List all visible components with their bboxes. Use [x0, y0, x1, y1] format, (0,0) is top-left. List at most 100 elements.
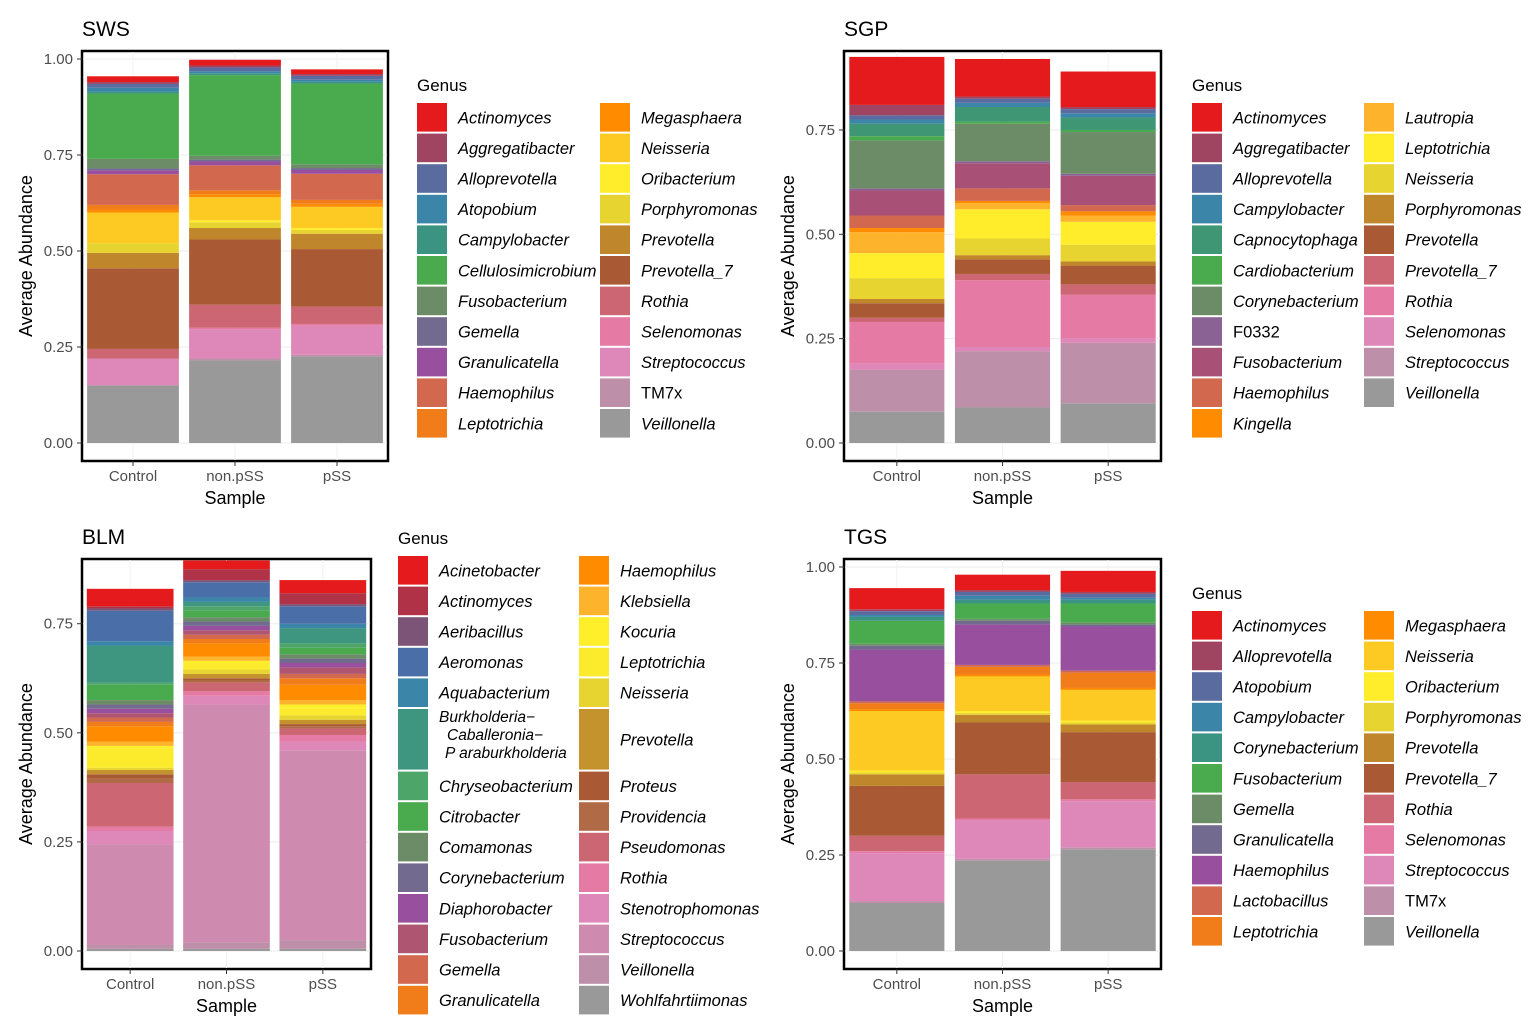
legend-label: Streptococcus — [1405, 354, 1510, 372]
legend-item: Oribacterium — [600, 164, 735, 193]
legend-swatch — [1192, 733, 1222, 762]
legend-item: Providencia — [579, 802, 706, 831]
legend-swatch — [1364, 378, 1394, 407]
legend-item: Actinomyces — [1192, 103, 1327, 132]
bar-segment-comamonas — [183, 617, 270, 622]
bar-segment-lactobacillus — [1060, 670, 1156, 673]
bar-segment-haemophilus — [1060, 205, 1156, 212]
bar-segment-atopobium — [849, 611, 945, 615]
legend-swatch — [1192, 672, 1222, 701]
legend-swatch — [1364, 317, 1394, 346]
bar-segment-pseudomonas — [86, 783, 174, 827]
legend-swatch — [1364, 855, 1394, 885]
bar-segment-rothia — [1060, 782, 1156, 800]
legend-label: Veillonella — [1405, 923, 1480, 941]
legend-swatch — [1192, 103, 1222, 132]
bar-segment-kingella — [954, 200, 1051, 203]
legend-label: Klebsiella — [620, 593, 691, 611]
bar-segment-aquabacterium — [183, 597, 270, 602]
legend-label: Providencia — [620, 809, 706, 827]
legend-swatch — [579, 586, 609, 616]
bar-segment-citrobacter — [279, 647, 367, 655]
legend-item: Granulicatella — [398, 985, 540, 1015]
bar-segment-granulicatella — [279, 678, 367, 685]
bar-segment-capnocytophaga — [1060, 117, 1156, 130]
bar-segment-cardiobacterium — [849, 136, 945, 141]
y-tick-label: 0.75 — [806, 655, 835, 672]
bar-segment-prevotella-7 — [954, 273, 1051, 281]
bar-segment-neisseria — [849, 711, 945, 771]
legend-swatch — [417, 103, 447, 132]
legend-item: Prevotella_7 — [1364, 764, 1498, 793]
legend-item: Fusobacterium — [1192, 764, 1342, 793]
legend-label: Campylobacter — [458, 232, 570, 250]
bar-segment-gemella — [291, 168, 383, 170]
x-tick-label: pSS — [1094, 976, 1122, 993]
legend-label: Megasphaera — [1405, 617, 1506, 635]
x-tick-label: pSS — [309, 976, 337, 993]
legend-item: Pseudomonas — [579, 832, 726, 862]
bar-segment-gemella — [1060, 622, 1156, 625]
y-tick-label: 1.00 — [44, 51, 73, 68]
bar-segment-alloprevotella — [291, 75, 383, 80]
legend-label: Porphyromonas — [1405, 201, 1521, 219]
legend-item: Granulicatella — [1192, 825, 1334, 854]
bar-segment-fusobacterium — [183, 630, 270, 635]
y-tick-label: 0.75 — [806, 122, 835, 139]
legend-item: Diaphorobacter — [398, 894, 553, 923]
bar-segment-prevotella — [279, 719, 367, 725]
bar-segment-diaphorobacter — [279, 663, 367, 668]
panel-title: TGS — [844, 526, 887, 549]
legend-swatch — [579, 647, 609, 677]
bar-segment-aggregatibacter — [291, 73, 383, 76]
legend-swatch — [1192, 347, 1222, 377]
bar-segment-neisseria — [954, 238, 1051, 256]
legend-label: Aeribacillus — [438, 624, 523, 642]
bar-segment-burkholderia-caballeronia-paraburkholderia — [183, 601, 270, 607]
legend-label: Veillonella — [641, 415, 716, 433]
legend-item: Streptococcus — [600, 347, 746, 377]
legend-swatch — [600, 164, 630, 193]
bar-segment-megasphaera — [954, 674, 1051, 677]
bar-segment-lautropia — [954, 203, 1051, 210]
bar-segment-atopobium — [1060, 593, 1156, 598]
bar-segment-gemella — [86, 717, 174, 722]
bar-segment-fusobacterium — [1060, 603, 1156, 623]
legend-label: Alloprevotella — [457, 171, 557, 189]
legend-item: Klebsiella — [579, 586, 691, 616]
legend-label: Streptococcus — [641, 354, 746, 372]
bar-segment-wohlfahrtiimonas — [279, 948, 367, 951]
legend-swatch — [1192, 611, 1222, 640]
y-tick-label: 0.00 — [806, 943, 835, 960]
legend-swatch — [1364, 672, 1394, 701]
bar-segment-leptotrichia — [189, 190, 281, 195]
legend-label: Actinomyces — [1232, 109, 1327, 127]
legend-item: Oribacterium — [1364, 672, 1499, 701]
bar-segment-campylobacter — [1060, 597, 1156, 600]
legend-swatch — [417, 409, 447, 438]
legend-swatch — [1192, 194, 1222, 224]
legend-swatch — [1192, 794, 1222, 824]
legend-swatch — [600, 409, 630, 438]
bar-segment-granulicatella — [954, 620, 1051, 625]
bar-segment-porphyromonas — [849, 299, 945, 304]
bar-segment-aeribacillus — [86, 608, 174, 611]
y-tick-label: 0.50 — [806, 226, 835, 243]
bar-segment-prevotella-7 — [954, 722, 1051, 775]
legend-item: Selenomonas — [1364, 317, 1506, 346]
legend-item: Prevotella_7 — [600, 256, 734, 285]
legend-label: Fusobacterium — [439, 931, 548, 949]
x-tick-label: non.pSS — [198, 976, 256, 993]
bar-segment-lactobacillus — [849, 701, 945, 704]
legend-label: Aquabacterium — [438, 685, 550, 703]
legend-label: Haemophilus — [620, 562, 716, 580]
bar-segment-fusobacterium — [291, 164, 383, 169]
legend-swatch — [600, 256, 630, 285]
legend-swatch — [600, 225, 630, 254]
legend-item: Leptotrichia — [1192, 917, 1318, 946]
bar-segment-providencia — [279, 726, 367, 729]
y-tick-label: 0.50 — [44, 243, 73, 260]
legend-swatch — [1192, 702, 1222, 732]
legend-item: Rothia — [1364, 286, 1453, 316]
